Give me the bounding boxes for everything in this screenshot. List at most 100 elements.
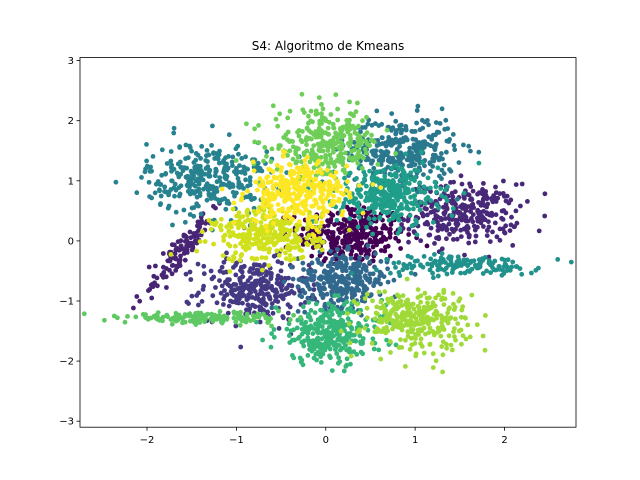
- data-point: [226, 132, 232, 138]
- data-point: [228, 298, 233, 304]
- data-point: [150, 281, 155, 287]
- data-point: [435, 273, 441, 279]
- data-point: [482, 347, 488, 353]
- data-point: [437, 223, 442, 229]
- data-point: [403, 151, 408, 157]
- data-point: [477, 214, 483, 220]
- data-point: [397, 206, 403, 212]
- data-point: [261, 311, 266, 317]
- data-point: [221, 158, 227, 163]
- data-point: [294, 222, 299, 228]
- data-point: [363, 268, 369, 273]
- data-point: [460, 205, 465, 211]
- data-point: [488, 270, 493, 275]
- data-point: [218, 290, 224, 296]
- data-point: [311, 143, 317, 149]
- data-point: [240, 191, 246, 197]
- data-point: [448, 315, 454, 321]
- data-point: [422, 189, 428, 195]
- data-point: [364, 291, 370, 297]
- data-point: [305, 277, 311, 282]
- data-point: [320, 343, 326, 349]
- data-point: [221, 259, 227, 265]
- data-point: [352, 213, 357, 219]
- data-point: [448, 254, 454, 260]
- data-point: [250, 159, 256, 165]
- data-point: [404, 176, 409, 181]
- data-point: [430, 164, 436, 169]
- data-point: [314, 342, 320, 348]
- data-point: [328, 172, 334, 178]
- data-point: [493, 212, 499, 218]
- data-point: [446, 139, 452, 144]
- data-point: [284, 233, 289, 239]
- data-point: [422, 290, 428, 296]
- data-point: [172, 242, 177, 248]
- data-point: [167, 267, 172, 273]
- data-point: [226, 256, 232, 262]
- data-point: [431, 332, 437, 338]
- data-point: [335, 235, 341, 241]
- data-point: [411, 263, 417, 269]
- data-point: [505, 257, 511, 263]
- data-point: [388, 270, 393, 276]
- data-point: [352, 219, 358, 225]
- data-point: [465, 218, 471, 224]
- data-point: [439, 246, 445, 252]
- data-point: [217, 148, 222, 154]
- data-point: [265, 309, 270, 315]
- data-point: [227, 277, 232, 283]
- data-point: [374, 108, 380, 114]
- data-point: [435, 263, 440, 268]
- data-point: [536, 228, 542, 234]
- data-point: [459, 307, 465, 313]
- data-point: [174, 170, 180, 176]
- cluster-7: [113, 123, 302, 233]
- data-point: [408, 335, 414, 341]
- data-point: [369, 176, 375, 182]
- data-point: [298, 359, 304, 365]
- data-point: [384, 127, 390, 133]
- data-point: [305, 242, 311, 248]
- data-point: [335, 106, 340, 112]
- data-point: [437, 121, 443, 126]
- data-point: [384, 256, 390, 262]
- data-point: [466, 143, 472, 149]
- data-point: [325, 131, 331, 137]
- data-point: [299, 189, 305, 195]
- data-point: [373, 170, 379, 176]
- data-point: [245, 188, 250, 194]
- data-point: [240, 300, 245, 306]
- data-point: [213, 285, 218, 290]
- data-point: [461, 261, 467, 267]
- data-point: [168, 252, 174, 257]
- data-point: [435, 219, 440, 225]
- data-point: [367, 143, 373, 149]
- data-point: [254, 187, 260, 193]
- data-point: [471, 258, 477, 264]
- data-point: [506, 200, 512, 206]
- data-point: [152, 190, 158, 196]
- data-point: [308, 317, 314, 323]
- data-point: [247, 178, 253, 184]
- data-point: [258, 288, 264, 293]
- data-point: [338, 328, 344, 334]
- data-point: [404, 187, 410, 192]
- data-point: [465, 322, 471, 328]
- data-point: [313, 301, 319, 307]
- data-point: [198, 211, 204, 217]
- data-point: [282, 197, 287, 203]
- data-point: [393, 163, 399, 168]
- data-point: [193, 322, 199, 327]
- data-point: [358, 129, 363, 135]
- data-point: [393, 265, 398, 270]
- data-point: [308, 118, 313, 124]
- data-point: [315, 325, 320, 331]
- data-point: [267, 295, 272, 300]
- data-point: [269, 301, 275, 306]
- data-point: [305, 295, 311, 301]
- data-point: [221, 182, 227, 187]
- data-point: [276, 237, 282, 243]
- data-point: [444, 206, 450, 212]
- x-tick-label: −1: [229, 435, 244, 446]
